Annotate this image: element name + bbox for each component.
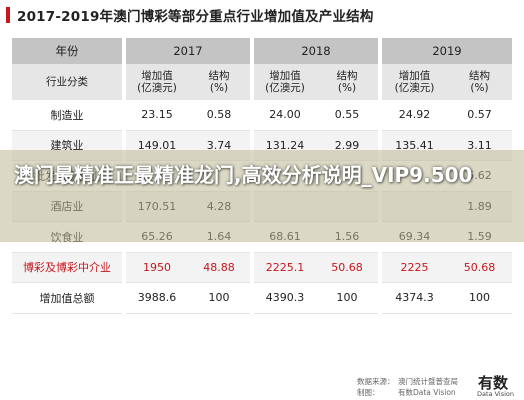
watermark-text: 澳门最精准正最精准龙门,高效分析说明_VIP9.500 bbox=[14, 163, 473, 187]
value-cell: 1950 bbox=[126, 252, 188, 283]
value-cell: 24.92 bbox=[382, 100, 447, 131]
structure-header: 结构 (%) bbox=[447, 64, 512, 100]
source-label: 数据来源： bbox=[357, 377, 395, 386]
year-header-label: 年份 bbox=[12, 38, 122, 64]
value-cell: 3988.6 bbox=[126, 282, 188, 314]
table-row: 制造业 23.15 0.58 24.00 0.55 24.92 0.57 bbox=[12, 100, 512, 131]
sub-header-row: 行业分类 增加值 (亿澳元) 结构 (%) 增加值 (亿澳元) 结构 (%) 增加值 (亿… bbox=[12, 64, 512, 100]
brand-logo: 有数 bbox=[478, 374, 509, 392]
year-2017: 2017 bbox=[126, 38, 250, 64]
brand-subtitle: Data Vision bbox=[477, 390, 514, 398]
value-cell: 24.00 bbox=[254, 100, 316, 131]
made-by-label: 制图： bbox=[357, 388, 380, 397]
column-gap bbox=[122, 252, 126, 283]
year-2018: 2018 bbox=[254, 38, 378, 64]
made-by-org: 有数Data Vision bbox=[398, 388, 456, 397]
row-label: 博彩及博彩中介业 bbox=[12, 252, 122, 283]
column-gap bbox=[250, 130, 254, 161]
value-cell: 23.15 bbox=[126, 100, 188, 131]
value-cell: 2225.1 bbox=[254, 252, 316, 283]
structure-cell: 0.58 bbox=[188, 100, 250, 131]
value-cell: 2225 bbox=[382, 252, 447, 283]
column-gap bbox=[250, 252, 254, 283]
year-2019: 2019 bbox=[382, 38, 512, 64]
category-label: 行业分类 bbox=[12, 64, 122, 100]
year-header-row: 年份 2017 2018 2019 bbox=[12, 38, 512, 64]
structure-cell: 100 bbox=[188, 282, 250, 314]
structure-header: 结构 (%) bbox=[188, 64, 250, 100]
title-accent-bar bbox=[6, 7, 10, 23]
column-gap bbox=[378, 130, 382, 161]
row-label: 制造业 bbox=[12, 100, 122, 131]
structure-cell: 50.68 bbox=[447, 252, 512, 283]
value-cell: 4374.3 bbox=[382, 282, 447, 314]
value-header: 增加值 (亿澳元) bbox=[254, 64, 316, 100]
table-row: 增加值总额 3988.6 100 4390.3 100 4374.3 100 bbox=[12, 282, 512, 314]
structure-cell: 100 bbox=[316, 282, 378, 314]
row-label: 增加值总额 bbox=[12, 282, 122, 314]
page-title: 2017-2019年澳门博彩等部分重点行业增加值及产业结构 bbox=[17, 9, 374, 25]
table-row: 博彩及博彩中介业 1950 48.88 2225.1 50.68 2225 50.68 bbox=[12, 252, 512, 283]
structure-cell: 0.55 bbox=[316, 100, 378, 131]
structure-cell: 48.88 bbox=[188, 252, 250, 283]
structure-header: 结构 (%) bbox=[316, 64, 378, 100]
title-bar: 2017-2019年澳门博彩等部分重点行业增加值及产业结构 bbox=[0, 0, 524, 30]
structure-cell: 50.68 bbox=[316, 252, 378, 283]
column-gap bbox=[378, 252, 382, 283]
structure-cell: 100 bbox=[447, 282, 512, 314]
value-header: 增加值 (亿澳元) bbox=[126, 64, 188, 100]
value-header: 增加值 (亿澳元) bbox=[382, 64, 447, 100]
watermark-banner: 澳门最精准正最精准龙门,高效分析说明_VIP9.500 bbox=[0, 150, 524, 242]
value-cell: 4390.3 bbox=[254, 282, 316, 314]
footer: 数据来源： 澳门统计暨普查局 制图： 有数Data Vision 有数 Data… bbox=[0, 368, 524, 400]
column-gap bbox=[122, 130, 126, 161]
source-org: 澳门统计暨普查局 bbox=[398, 377, 458, 386]
structure-cell: 0.57 bbox=[447, 100, 512, 131]
